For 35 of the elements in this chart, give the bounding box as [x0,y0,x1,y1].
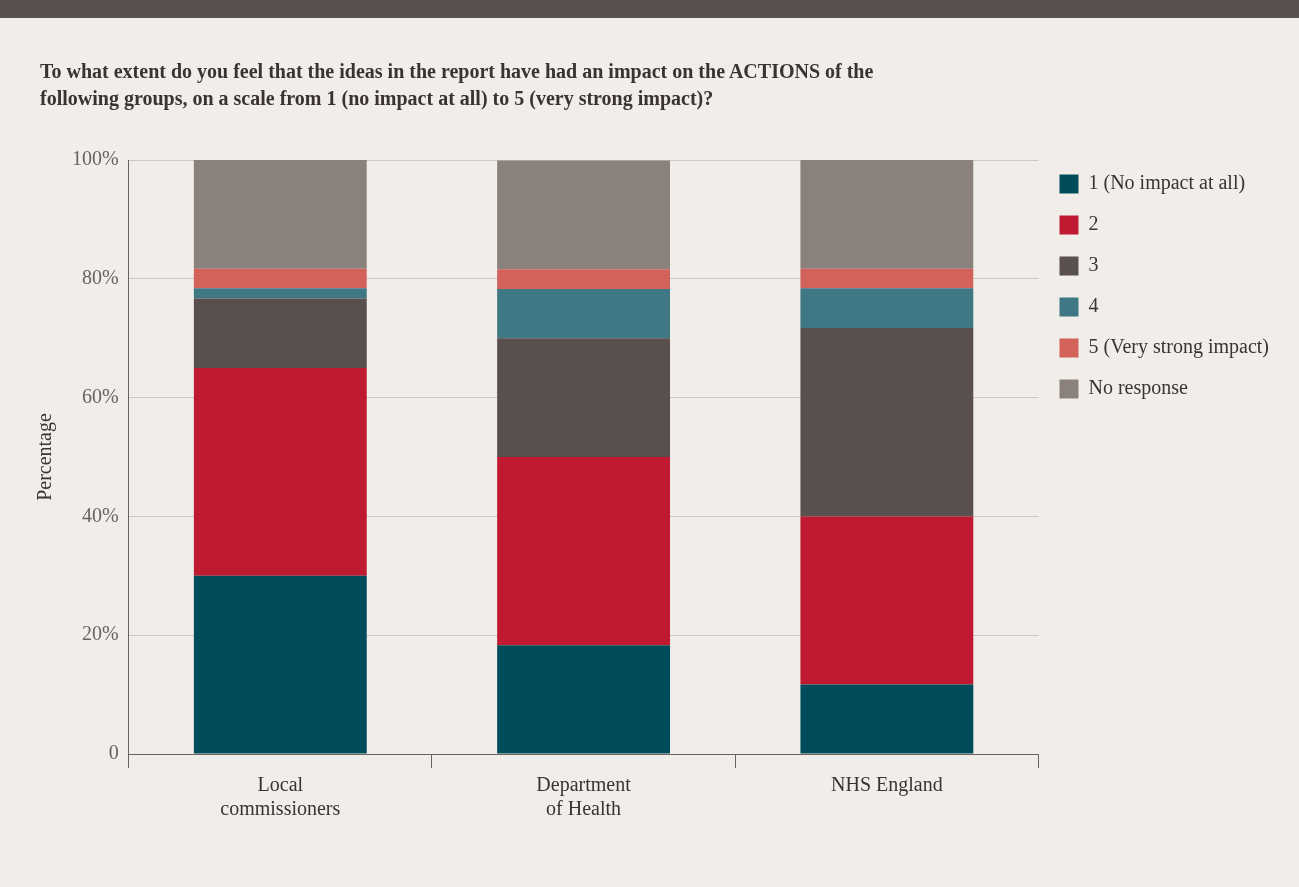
bar [497,645,671,754]
legend-label: 4 [1088,294,1099,317]
bar [193,288,367,299]
legend-label: 5 (Very strong impact) [1088,335,1270,359]
legend-label: 2 [1088,212,1099,235]
bar [800,516,974,685]
bar [497,288,671,339]
y-tick-label: 80% [81,266,119,289]
y-axis-title: Percentage [33,413,57,501]
chart-title: To what extent do you feel that the ideas in the report have had an impact on the ACTIONS of the following groups, on a scale from 1 (no impact at all) to 5 (very strong impact)? [40,59,875,112]
bar [800,268,974,289]
bar [800,328,974,517]
x-tick-label: NHS England [831,773,943,797]
y-tick-label: 40% [81,503,119,526]
bar [193,160,367,269]
y-tick-label: 0 [108,741,119,764]
y-tick-label: 100% [71,147,119,170]
bar [800,288,974,329]
bar [497,160,671,270]
y-tick-label: 60% [81,384,119,407]
x-tick-label: Local commissioners [220,773,341,820]
bar [193,575,367,754]
bar [497,457,671,646]
y-tick-label: 20% [81,622,119,645]
bar [800,160,974,269]
bar [193,367,367,576]
bar [193,298,367,368]
legend-label: No response [1088,376,1189,400]
bar [497,269,671,289]
bar [193,268,367,289]
x-tick-label: Department of Health [536,773,632,820]
bar [497,338,671,457]
legend-label: 3 [1088,253,1099,276]
bar [800,684,974,754]
legend-label: 1 (No impact at all) [1088,171,1246,195]
